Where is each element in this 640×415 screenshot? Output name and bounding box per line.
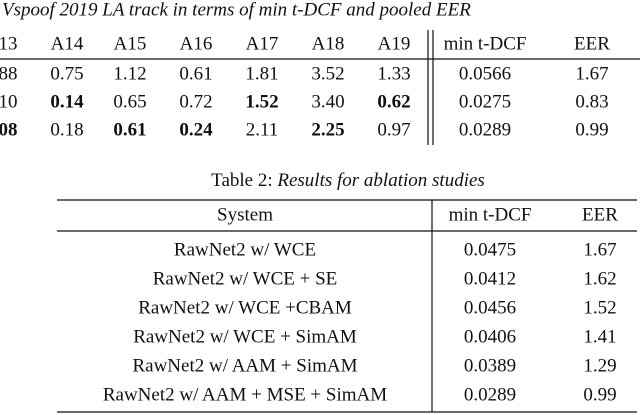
caption-text: Results for ablation studies bbox=[276, 170, 484, 191]
cell: 0.0566 bbox=[459, 63, 511, 84]
cell: 10 bbox=[0, 91, 18, 112]
header-cell: min t-DCF bbox=[449, 204, 532, 225]
header-cell: A18 bbox=[312, 33, 345, 54]
cell: 0.97 bbox=[377, 119, 410, 140]
cell: RawNet2 w/ AAM + MSE + SimAM bbox=[103, 384, 387, 405]
cell: 0.62 bbox=[377, 91, 410, 112]
table1-caption: Vspoof 2019 LA track in terms of min t-D… bbox=[2, 0, 471, 20]
caption-label: Table 2: bbox=[211, 170, 272, 191]
header-cell: min t-DCF bbox=[444, 33, 527, 54]
cell: 0.0406 bbox=[464, 326, 516, 347]
cell: 3.52 bbox=[311, 63, 344, 84]
cell: 1.12 bbox=[113, 63, 146, 84]
header-cell: A17 bbox=[246, 33, 279, 54]
cell: RawNet2 w/ AAM + SimAM bbox=[132, 355, 357, 376]
cell: 0.99 bbox=[583, 384, 616, 405]
cell: 0.14 bbox=[50, 91, 84, 112]
cell: RawNet2 w/ WCE + SimAM bbox=[133, 326, 357, 347]
header-cell: A15 bbox=[114, 33, 147, 54]
cell: 0.83 bbox=[575, 91, 608, 112]
cell: RawNet2 w/ WCE + SE bbox=[153, 268, 338, 289]
cell: 0.24 bbox=[179, 119, 213, 140]
cell: 0.72 bbox=[179, 91, 212, 112]
cell: 0.0412 bbox=[464, 268, 516, 289]
cell: 0.61 bbox=[179, 63, 212, 84]
cell: 2.25 bbox=[311, 119, 344, 140]
cell: 3.40 bbox=[311, 91, 344, 112]
cell: 0.0389 bbox=[464, 355, 516, 376]
header-cell: EER bbox=[582, 204, 618, 225]
cell: 1.67 bbox=[575, 63, 608, 84]
cell: 1.52 bbox=[583, 297, 616, 318]
cell: 0.99 bbox=[575, 119, 608, 140]
header-cell: 13 bbox=[0, 33, 18, 54]
cell: 2.11 bbox=[246, 119, 279, 140]
header-cell: A14 bbox=[51, 33, 84, 54]
table2-caption: Table 2: Results for ablation studies bbox=[211, 170, 485, 191]
cell: 0.0275 bbox=[459, 91, 511, 112]
cell: RawNet2 w/ WCE +CBAM bbox=[138, 297, 352, 318]
header-cell: A19 bbox=[378, 33, 411, 54]
cell: 1.29 bbox=[583, 355, 616, 376]
cell: 1.67 bbox=[583, 239, 616, 260]
header-cell: A16 bbox=[180, 33, 213, 54]
cell: 88 bbox=[0, 63, 18, 84]
cell: 1.33 bbox=[377, 63, 410, 84]
cell: 08 bbox=[0, 119, 18, 140]
cell: 0.18 bbox=[50, 119, 83, 140]
header-cell: System bbox=[217, 204, 273, 225]
cell: 0.65 bbox=[113, 91, 146, 112]
cell: 0.75 bbox=[50, 63, 83, 84]
cell: 0.0456 bbox=[464, 297, 516, 318]
cell: 0.61 bbox=[113, 119, 146, 140]
cell: 0.0289 bbox=[464, 384, 516, 405]
cell: 0.0475 bbox=[464, 239, 516, 260]
header-cell: EER bbox=[574, 33, 610, 54]
cell: 1.81 bbox=[245, 63, 278, 84]
cell: 1.52 bbox=[245, 91, 278, 112]
cell: 0.0289 bbox=[459, 119, 511, 140]
cell: 1.62 bbox=[583, 268, 616, 289]
cell: 1.41 bbox=[583, 326, 616, 347]
cell: RawNet2 w/ WCE bbox=[174, 239, 316, 260]
